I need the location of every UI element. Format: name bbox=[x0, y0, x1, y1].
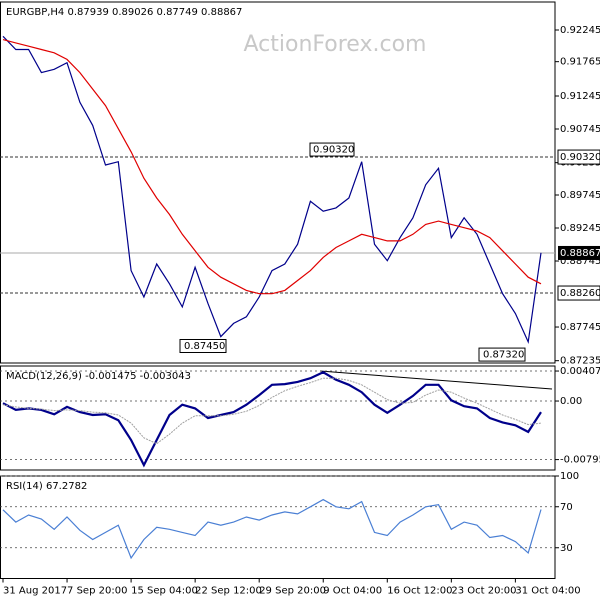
y-tick-label: 0.92245 bbox=[560, 25, 600, 36]
x-tick-label: 22 Sep 12:00 bbox=[195, 586, 262, 597]
x-tick-label: 31 Oct 04:00 bbox=[515, 586, 580, 597]
x-tick-label: 31 Aug 2017 bbox=[3, 586, 67, 597]
y-tick-label: 0.87745 bbox=[560, 322, 600, 333]
series-line bbox=[2, 498, 542, 560]
y-tick-label: 30 bbox=[560, 543, 573, 554]
y-tick-label: 70 bbox=[560, 502, 573, 513]
panel-title: EURGBP,H4 0.87939 0.89026 0.87749 0.8886… bbox=[6, 7, 242, 18]
last-price-box bbox=[558, 245, 600, 260]
level-label: 0.90320 bbox=[560, 152, 600, 163]
level-label: 0.88260 bbox=[560, 288, 600, 299]
watermark: ActionForex.com bbox=[244, 32, 427, 57]
y-tick-label: 0.91765 bbox=[560, 57, 600, 68]
y-tick-label: 0.88745 bbox=[560, 256, 600, 267]
x-tick-label: 15 Sep 04:00 bbox=[131, 586, 198, 597]
callout-box bbox=[179, 338, 227, 353]
callout-box bbox=[478, 347, 526, 362]
y-tick-label: 0.90745 bbox=[560, 124, 600, 135]
callout-label: 0.87320 bbox=[483, 350, 524, 361]
y-tick-label: 0.89245 bbox=[560, 223, 600, 234]
callout-label: 0.87450 bbox=[184, 341, 225, 352]
x-tick-label: 23 Oct 20:00 bbox=[451, 586, 516, 597]
series-line bbox=[2, 377, 542, 445]
x-tick-label: 16 Oct 12:00 bbox=[387, 586, 452, 597]
x-tick-label: 9 Oct 04:00 bbox=[323, 586, 382, 597]
trend-line bbox=[319, 370, 553, 390]
x-tick-label: 7 Sep 20:00 bbox=[67, 586, 127, 597]
panel-title: RSI(14) 67.2782 bbox=[6, 481, 87, 492]
y-tick-label: 0.91245 bbox=[560, 91, 600, 102]
y-tick-label: -0.007956 bbox=[560, 455, 600, 466]
panel-frame bbox=[0, 475, 556, 579]
level-box bbox=[557, 149, 600, 165]
callout-label: 0.90320 bbox=[313, 145, 354, 156]
y-tick-label: 0.87235 bbox=[560, 356, 600, 367]
y-tick-label: 0.89745 bbox=[560, 190, 600, 201]
last-price-label: 0.88867 bbox=[560, 248, 600, 259]
x-tick-label: 29 Sep 20:00 bbox=[259, 586, 326, 597]
series-line bbox=[2, 371, 542, 468]
panel-title: MACD(12,26,9) -0.001475 -0.003043 bbox=[6, 371, 191, 382]
y-tick-label: 0.00 bbox=[560, 396, 582, 407]
panel-frame bbox=[0, 365, 556, 471]
y-tick-label: 0.004076 bbox=[560, 366, 600, 377]
series-line bbox=[2, 39, 542, 295]
callout-box bbox=[309, 142, 355, 157]
level-box bbox=[557, 285, 600, 301]
panel-frame bbox=[0, 1, 556, 364]
y-tick-label: 100 bbox=[560, 471, 579, 482]
series-line bbox=[2, 35, 542, 345]
